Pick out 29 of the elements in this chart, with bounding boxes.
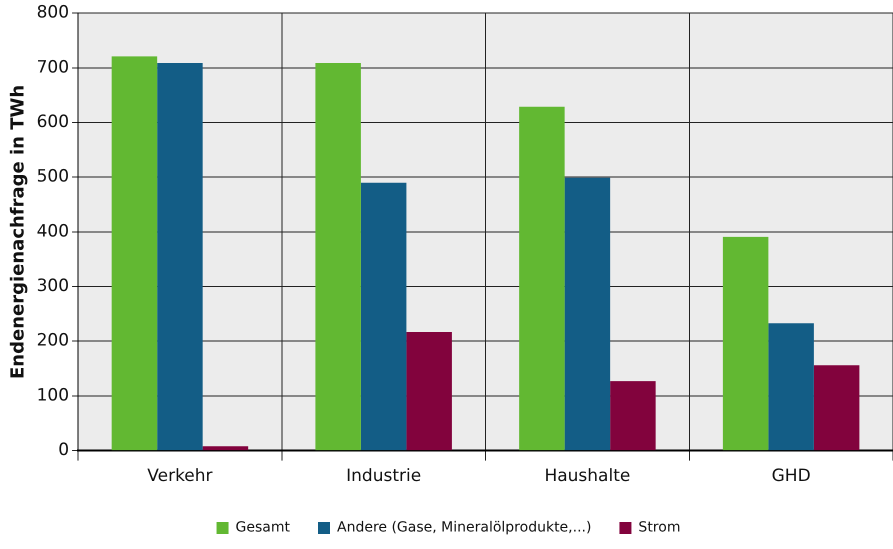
bar [112,56,158,450]
x-tick-label: Verkehr [147,466,213,486]
bar [157,62,203,450]
y-tick-label: 700 [36,57,70,78]
x-tick-label: Industrie [346,466,422,486]
bar [406,332,452,450]
bar [202,446,248,450]
legend-label: Strom [638,520,680,536]
bar [814,365,860,450]
bar [360,182,406,450]
y-axis-title: Endenergienachfrage in TWh [7,84,28,380]
y-tick-label: 800 [36,2,70,23]
legend-label: Gesamt [236,520,291,536]
bar [564,178,610,450]
bar [315,62,361,450]
y-tick-label: 300 [36,276,70,296]
y-tick-label: 500 [36,166,70,187]
y-tick-label: 600 [36,112,70,132]
y-tick-label: 200 [36,330,70,351]
y-tick-label: 400 [36,221,70,242]
y-tick-label: 0 [58,440,70,460]
bar [519,106,565,450]
bar [610,381,656,450]
x-tick-label: Haushalte [544,466,630,486]
bar [768,323,814,450]
bar [722,236,768,450]
x-tick-label: GHD [772,466,811,486]
y-tick-label: 100 [36,385,70,406]
legend-label: Andere (Gase, Mineralölprodukte,...) [337,520,592,536]
